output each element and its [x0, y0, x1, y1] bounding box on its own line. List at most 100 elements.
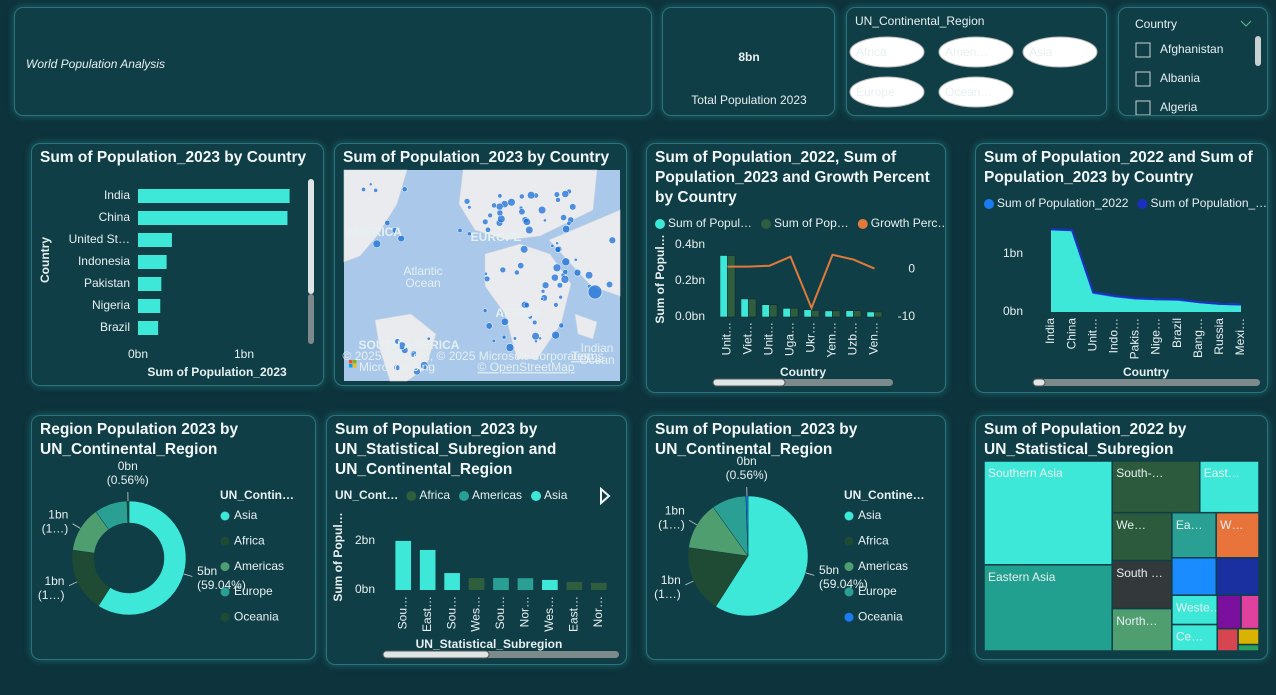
checkbox-label[interactable]: Albania: [1160, 71, 1200, 85]
slicer-button-label[interactable]: Ocean…: [945, 85, 992, 99]
bar: [138, 255, 167, 269]
map-bubble: [483, 271, 488, 276]
treemap-label: North…: [1116, 614, 1157, 628]
y-tick-label: 0.4bn: [675, 237, 705, 251]
data-label: (59.04%): [197, 578, 246, 592]
map-bubble: [573, 257, 578, 262]
checkbox[interactable]: [1135, 71, 1151, 87]
checkbox-label[interactable]: Afghanistan: [1160, 42, 1223, 56]
scrollbar-thumb: [1255, 36, 1261, 66]
map-bubble: [527, 314, 533, 320]
legend-marker: [459, 491, 470, 501]
chart-panel: 5bn (59.04%) 1bn (1…) 1bn (1…) 0bn (0.56%) UN_Co…: [646, 415, 946, 660]
map-bubble: [482, 218, 489, 225]
map-bubble: [553, 191, 560, 198]
chart-title: Sum of Population_2023 by UN_Statistical…: [335, 421, 557, 478]
line: [1050, 228, 1242, 306]
checkbox[interactable]: [1135, 42, 1151, 58]
legend-label: Americas: [472, 488, 522, 502]
legend-label: Sum of Popul…: [668, 216, 752, 230]
map-bubble: [541, 281, 550, 289]
map-bubble: [420, 361, 429, 370]
slicer-button-label[interactable]: Ameri…: [945, 45, 988, 59]
y-tick-label: 0.2bn: [675, 273, 705, 287]
map-bubble: [551, 330, 560, 340]
map-label: EUROPE: [471, 230, 522, 244]
y2-tick-label: -10: [898, 309, 916, 323]
y-tick-label: India: [104, 188, 130, 202]
map-bubble: [520, 245, 529, 254]
map-bubble: [531, 332, 540, 341]
y-axis-title: Sum of Popul…: [331, 512, 345, 601]
treemap-cell: [1111, 559, 1173, 610]
chart-title: Sum of Population_2023 by Country: [343, 149, 610, 166]
slicer-button-label[interactable]: Europe: [856, 85, 895, 99]
x-tick-label: Uzb…: [846, 322, 860, 355]
map-bubble: [467, 231, 472, 237]
chart-title: Sum of Population_2022, Sum of Populatio…: [655, 149, 930, 206]
data-label: (0.56%): [726, 468, 768, 482]
bar: [444, 573, 460, 590]
slicer-button[interactable]: [938, 36, 1014, 68]
treemap-label: Ce…: [1176, 630, 1203, 644]
map-bubble: [550, 243, 555, 248]
y-tick-label: 0bn: [355, 582, 375, 596]
map-bubble: [554, 246, 562, 253]
map-land: [484, 243, 572, 360]
map-label: Ocean: [405, 276, 440, 290]
checkbox-label[interactable]: Algeria: [1160, 100, 1198, 114]
slicer-button[interactable]: [1022, 36, 1098, 68]
map-bubble: [497, 214, 506, 223]
map-bubble: [505, 343, 515, 352]
legend-marker: [857, 219, 868, 229]
chart-panel: 5bn (59.04%) 1bn (1…) 1bn (1…) 0bn (0.56%) UN_Co…: [31, 415, 316, 660]
x-tick-label: Pakis…: [1128, 318, 1142, 359]
treemap-cell: [1171, 557, 1218, 596]
map-bubble: [587, 284, 603, 300]
treemap-label: Ea…: [1176, 518, 1203, 532]
data-label: (0.56%): [107, 473, 149, 487]
data-label: 1bn: [665, 504, 685, 518]
data-label: (1…): [654, 587, 681, 601]
chart-panel-canvas: India China United St… Indonesia Pakistan Nig…: [38, 179, 314, 379]
legend-marker: [844, 587, 854, 597]
legend-label: Americas: [234, 559, 284, 573]
checkbox[interactable]: [1135, 100, 1151, 115]
chart-title: Sum of Population_2022 by UN_Statistical…: [984, 421, 1187, 458]
x-tick-label: Sou…: [493, 596, 507, 629]
map-bubble: [561, 257, 571, 267]
data-label: 1bn: [661, 573, 681, 587]
treemap-cell: [1216, 594, 1242, 630]
data-label: 0bn: [118, 459, 138, 473]
bar: [782, 308, 791, 318]
map-bubble: [409, 350, 417, 358]
map-bubble: [497, 193, 503, 199]
slicer-button[interactable]: [849, 76, 925, 108]
chart-panel-canvas: Southern Asia Eastern Asia South-… East… We……: [983, 460, 1260, 652]
map-bubble: [485, 226, 491, 233]
map-bubble: [498, 311, 504, 316]
x-tick-label: 0bn: [128, 347, 148, 361]
slice: [97, 500, 187, 616]
bar: [727, 255, 736, 318]
bar: [395, 540, 412, 590]
slicer-button-label[interactable]: Africa: [856, 45, 887, 59]
map-attribution: Microsoft Bing: [359, 360, 435, 374]
map-bubble: [522, 217, 531, 226]
x-tick-label: Nige…: [1149, 318, 1163, 355]
header-panel: World Population Analysis: [14, 7, 652, 116]
map-land: [574, 313, 598, 340]
x-tick-label: Ukr…: [804, 322, 818, 353]
bar: [790, 307, 799, 318]
slicer-button[interactable]: [849, 36, 925, 68]
slicer-button[interactable]: [938, 76, 1014, 108]
slicer-button-label[interactable]: Asia: [1029, 45, 1053, 59]
treemap-cell: [1237, 643, 1260, 652]
legend-marker: [220, 612, 230, 622]
x-tick-label: Brazil: [1170, 318, 1184, 348]
legend-label: Americas: [858, 559, 908, 573]
map-attribution: © 2025 TomTom, © 2025 Microsoft Corporat…: [343, 349, 594, 363]
legend-marker: [844, 612, 854, 622]
treemap-label: We…: [1116, 518, 1146, 532]
y-tick-label: China: [99, 210, 131, 224]
